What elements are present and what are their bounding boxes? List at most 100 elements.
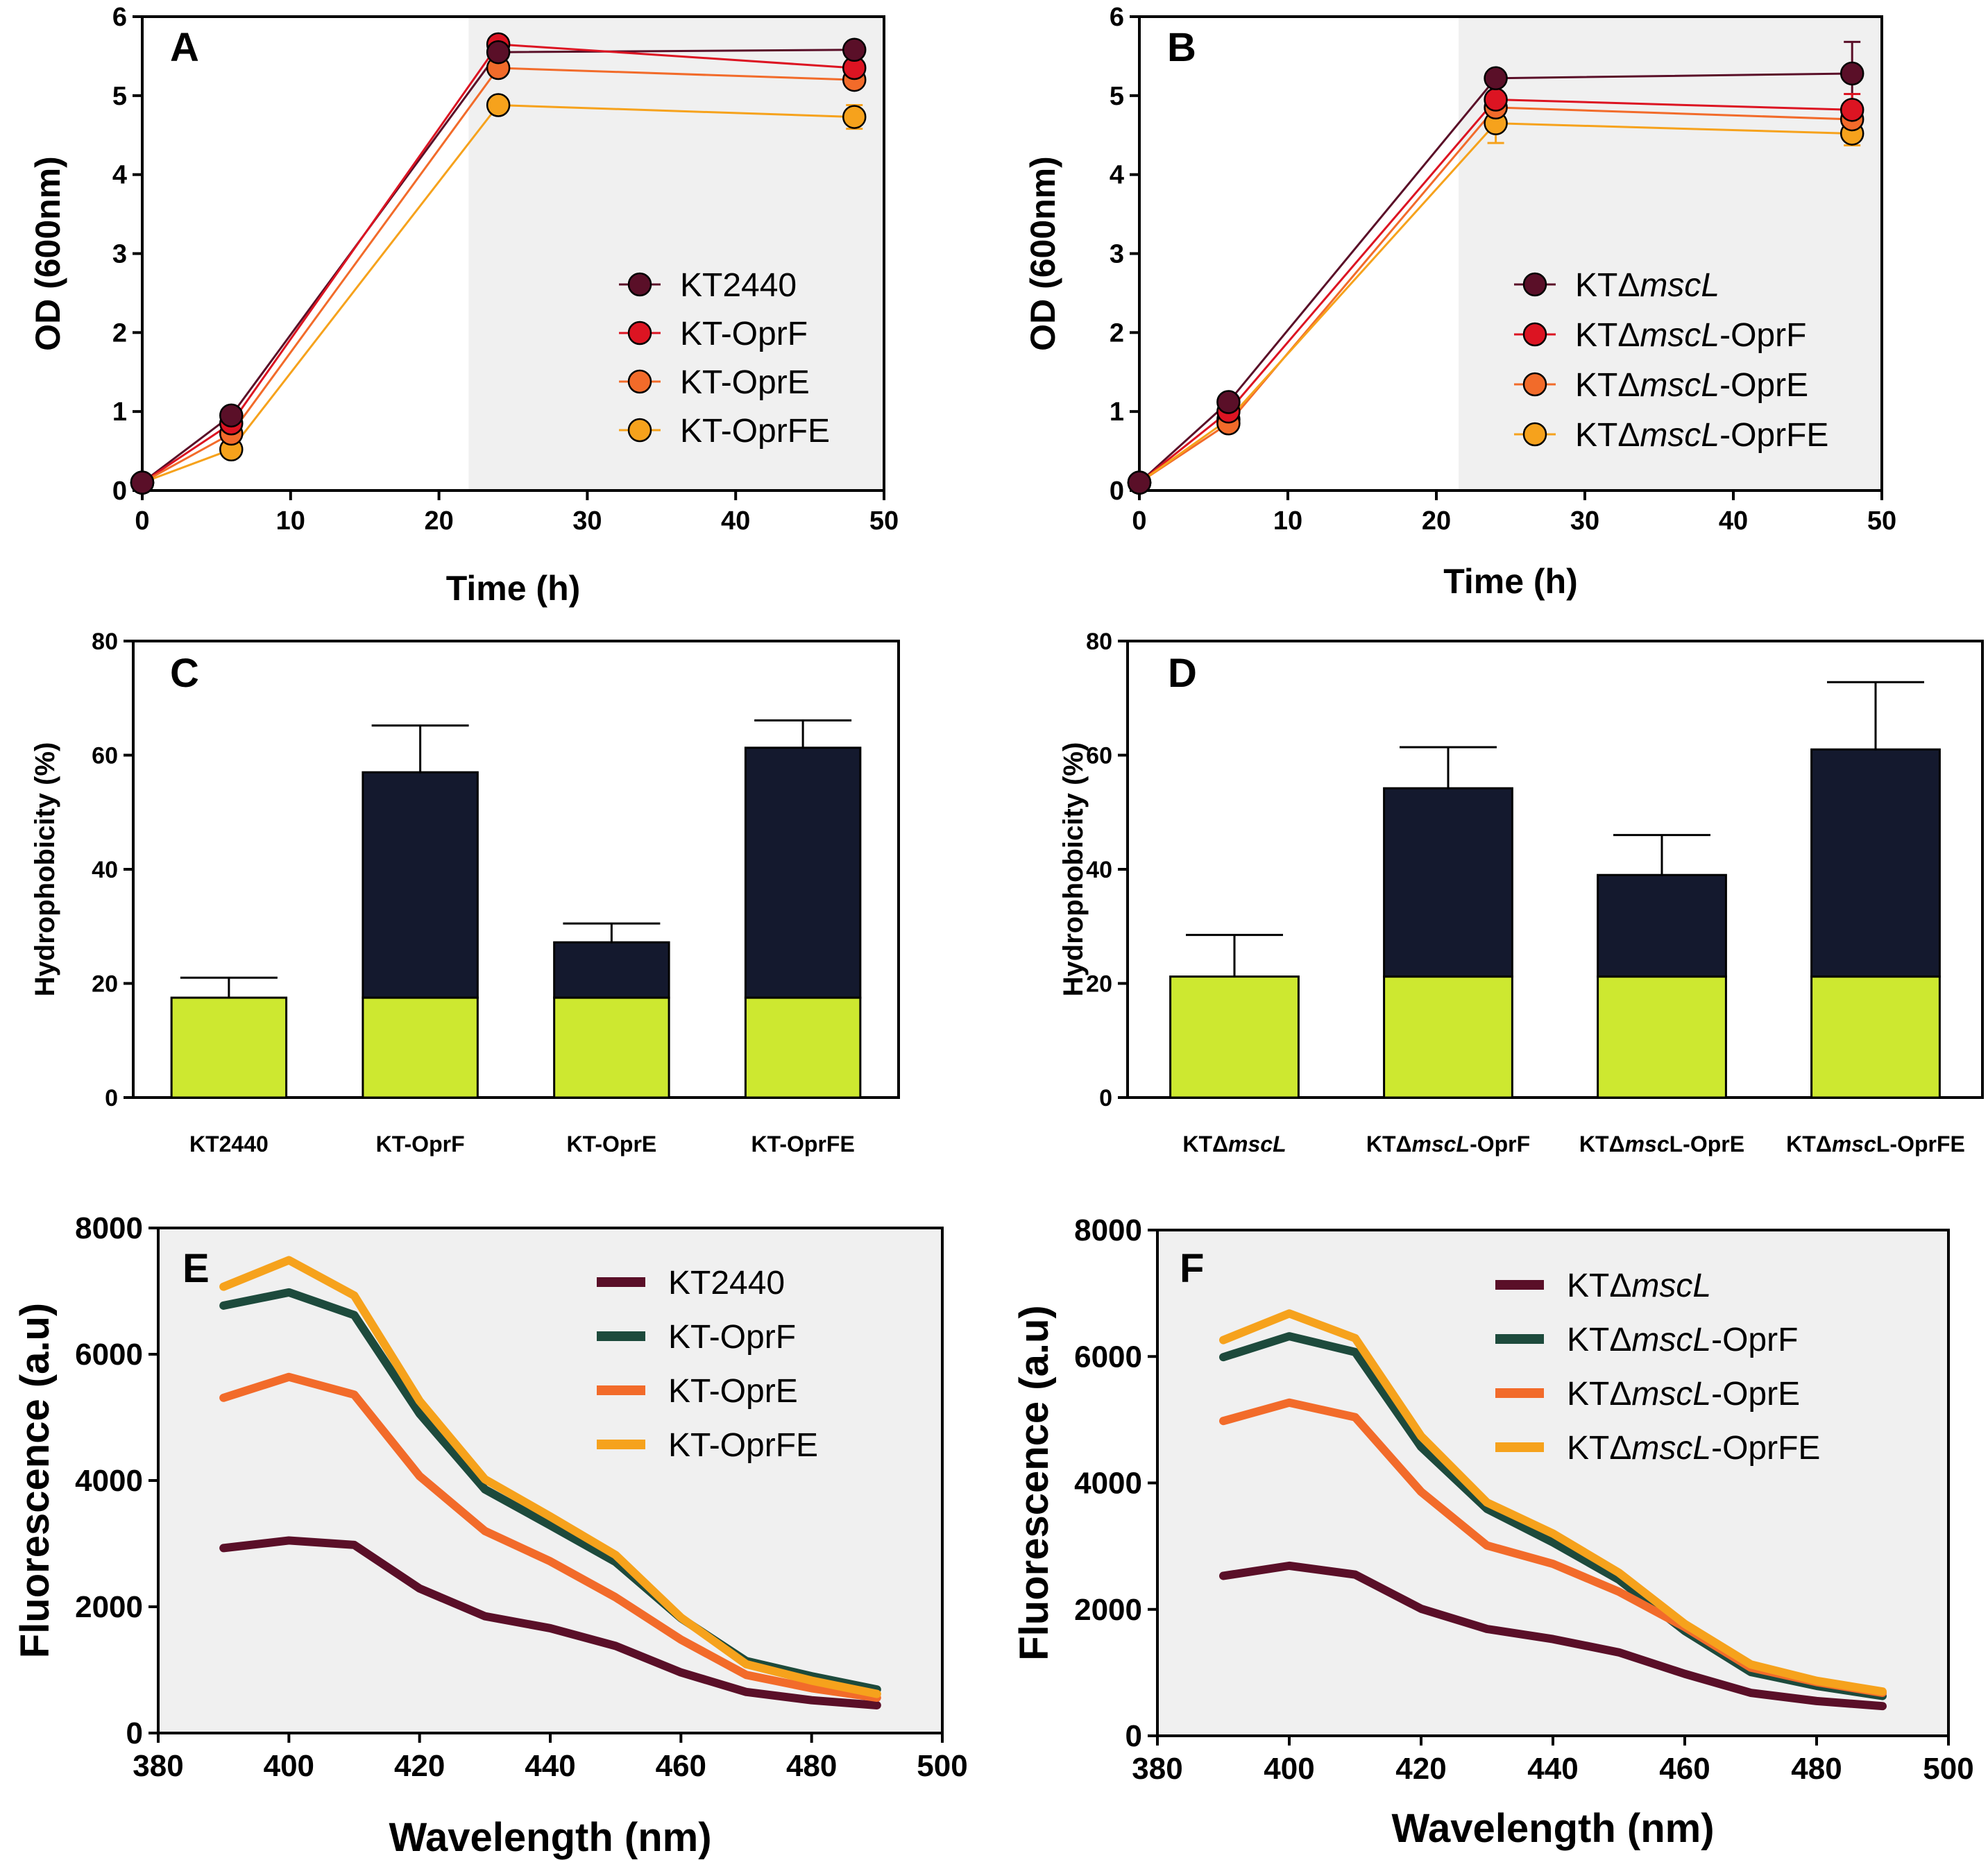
y-tick-label: 0 <box>105 1085 118 1111</box>
data-point-0-2 <box>1484 66 1508 91</box>
legend-label-prefix: KTΔ <box>1575 367 1640 404</box>
y-tick-label: 80 <box>92 629 118 655</box>
bar-increment-segment-3 <box>1810 748 1941 978</box>
legend-label: KTΔmscL-OprFE <box>1567 1430 1820 1467</box>
y-tick-label: 8000 <box>75 1211 143 1245</box>
legend-label: KTΔmscL-OprE <box>1567 1376 1800 1413</box>
panel-letter: E <box>182 1246 210 1291</box>
y-axis-label: Fluorescence (a.u) <box>1012 1305 1057 1660</box>
category-label: KT2440 <box>189 1132 269 1157</box>
x-tick-label: 500 <box>917 1749 967 1783</box>
y-tick-label: 6 <box>1110 3 1124 32</box>
category-label-prefix: KTΔ <box>1366 1132 1412 1157</box>
series-line-0 <box>1138 72 1853 484</box>
x-tick-label: 10 <box>276 506 305 536</box>
legend-label: KTΔmscL <box>1567 1268 1711 1304</box>
x-tick-label: 460 <box>1659 1752 1710 1786</box>
y-axis-label: Hydrophobicity (%) <box>1058 742 1089 997</box>
legend-label-prefix: KTΔ <box>1575 317 1640 354</box>
category-label-italic: msc <box>1832 1132 1876 1157</box>
data-point-0-3 <box>1840 61 1864 86</box>
legend-label: KTΔmscL-OprFE <box>1575 417 1828 454</box>
x-tick-label: 50 <box>869 506 899 536</box>
panel-letter: D <box>1168 651 1197 696</box>
y-tick-label: 2 <box>1110 318 1124 348</box>
x-tick-label: 10 <box>1273 506 1302 536</box>
y-axis-label: Fluorescence (a.u) <box>12 1303 58 1658</box>
legend-label-italic: mscL <box>1640 417 1719 454</box>
y-tick-label: 20 <box>92 971 118 998</box>
data-point-0-0 <box>1127 470 1152 495</box>
bar-base-segment-1 <box>1383 975 1513 1099</box>
category-label: KT-OprF <box>376 1132 465 1157</box>
series-line-0 <box>219 1536 881 1709</box>
x-tick-label: 480 <box>1791 1752 1842 1786</box>
category-label-suffix: -OprF <box>1470 1132 1530 1157</box>
panel-a-od-growth-chart: 0 10 20 30 40 50 0 1 2 3 4 5 6 Time (h) OD (600nm) A KT2… <box>28 3 899 608</box>
bar-base-segment-1 <box>362 996 479 1099</box>
x-axis-label: Wavelength (nm) <box>1391 1806 1714 1851</box>
series-line-2 <box>1138 106 1853 484</box>
panel-letter: A <box>170 25 199 70</box>
data-point-0-3 <box>842 37 867 62</box>
legend-label-prefix: KTΔ <box>1575 417 1640 454</box>
legend-label-italic: mscL <box>1631 1322 1711 1358</box>
y-tick-label: 4 <box>1110 161 1124 190</box>
series-line-0 <box>1219 1561 1887 1711</box>
data-point-0-0 <box>130 470 155 495</box>
x-tick-label: 400 <box>1264 1752 1314 1786</box>
y-tick-label: 0 <box>1099 1085 1112 1111</box>
bar-base-segment-3 <box>1810 975 1941 1099</box>
y-tick-label: 2000 <box>75 1590 143 1624</box>
category-label-prefix: KTΔ <box>1182 1132 1228 1157</box>
bar-increment-segment-2 <box>1597 873 1727 978</box>
y-tick-label: 0 <box>1125 1719 1142 1753</box>
bar-increment-segment-1 <box>362 771 479 999</box>
legend-label: KTΔmscL-OprF <box>1567 1322 1798 1358</box>
y-tick-label: 1 <box>1110 398 1124 427</box>
data-point-3-2 <box>486 93 511 117</box>
data-point-3-3 <box>842 105 867 129</box>
category-label-italic: mscL <box>1228 1132 1286 1157</box>
x-tick-label: 400 <box>264 1749 314 1783</box>
y-tick-label: 5 <box>112 82 127 111</box>
data-point-1-2 <box>1484 87 1508 112</box>
category-label-prefix: KTΔ <box>1579 1132 1625 1157</box>
x-tick-label: 500 <box>1923 1752 1973 1786</box>
bar-increment-segment-2 <box>553 941 670 999</box>
x-axis-label: Time (h) <box>446 569 581 608</box>
legend-marker <box>1522 372 1547 397</box>
y-tick-label: 20 <box>1086 971 1112 998</box>
y-tick-label: 0 <box>1110 477 1124 506</box>
y-tick-label: 2 <box>112 318 127 348</box>
category-label-prefix: KT2440 <box>189 1132 269 1157</box>
data-point-0-2 <box>486 40 511 65</box>
category-label: KTΔmscL-OprFE <box>1786 1132 1965 1157</box>
panel-c-hydrophobicity-chart: 0 20 40 60 80 Hydrophobicity (%) C KT2440 KT-Opr… <box>30 629 900 1157</box>
y-tick-label: 6000 <box>1074 1340 1142 1374</box>
series-line-3 <box>1138 122 1853 484</box>
x-tick-label: 40 <box>721 506 750 536</box>
panel-letter: F <box>1180 1246 1204 1291</box>
series-line-2 <box>141 67 856 484</box>
legend-label-suffix: -OprFE <box>1719 417 1828 454</box>
x-tick-label: 480 <box>786 1749 837 1783</box>
category-label: KT-OprFE <box>751 1132 854 1157</box>
legend-marker <box>1522 322 1547 347</box>
legend-marker <box>1522 422 1547 447</box>
series-line-1 <box>141 43 856 484</box>
y-tick-label: 0 <box>112 477 127 506</box>
x-tick-label: 420 <box>1395 1752 1446 1786</box>
data-point-0-1 <box>219 403 244 428</box>
y-tick-label: 80 <box>1086 629 1112 655</box>
legend-label: KT2440 <box>668 1265 785 1302</box>
y-tick-label: 3 <box>112 239 127 268</box>
legend-label: KT-OprFE <box>668 1427 818 1464</box>
legend-label-suffix: -OprFE <box>1711 1430 1820 1467</box>
y-axis-label: OD (600nm) <box>28 156 67 351</box>
legend-label: KT-OprF <box>668 1319 796 1356</box>
x-tick-label: 0 <box>135 506 149 536</box>
series-line-3 <box>1219 1309 1887 1696</box>
